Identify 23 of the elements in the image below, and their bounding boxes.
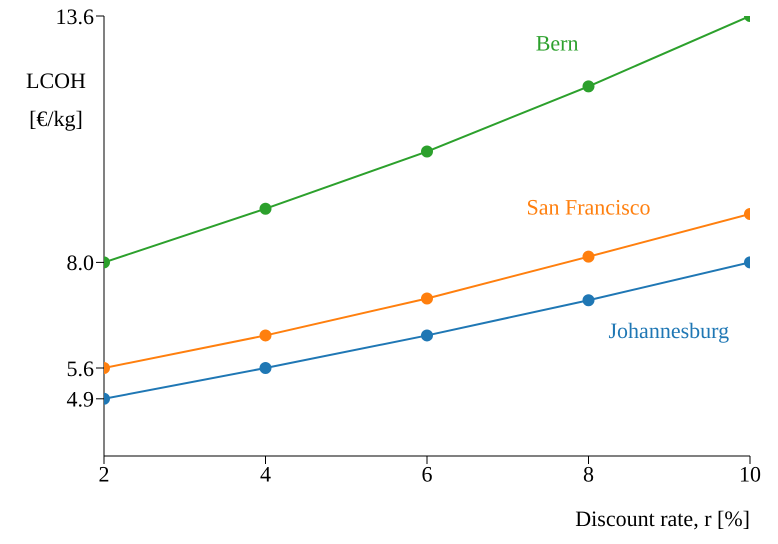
series-label: San Francisco bbox=[526, 194, 651, 220]
x-tick-label: 4 bbox=[260, 462, 271, 487]
y-tick-label: 8.0 bbox=[66, 250, 94, 276]
point bbox=[421, 146, 433, 158]
x-axis-title: Discount rate, r [%] bbox=[575, 506, 750, 531]
x-tick-label: 8 bbox=[583, 462, 594, 487]
y-tick-label: 13.6 bbox=[56, 4, 94, 29]
point bbox=[582, 294, 594, 306]
point bbox=[421, 292, 433, 304]
point bbox=[582, 80, 594, 92]
point bbox=[260, 329, 272, 342]
point bbox=[260, 202, 272, 215]
x-tick-label: 10 bbox=[739, 462, 761, 487]
series-label: Bern bbox=[536, 30, 578, 56]
point bbox=[260, 362, 272, 374]
y-tick-label: 4.9 bbox=[66, 386, 94, 412]
x-tick-label: 2 bbox=[98, 462, 110, 487]
y-axis-title: LCOH [€/kg] bbox=[26, 68, 86, 131]
y-tick-label: 5.6 bbox=[66, 356, 94, 381]
point bbox=[582, 250, 594, 263]
point bbox=[421, 329, 433, 342]
x-tick-label: 6 bbox=[422, 462, 432, 487]
series-label: Johannesburg bbox=[608, 318, 730, 344]
